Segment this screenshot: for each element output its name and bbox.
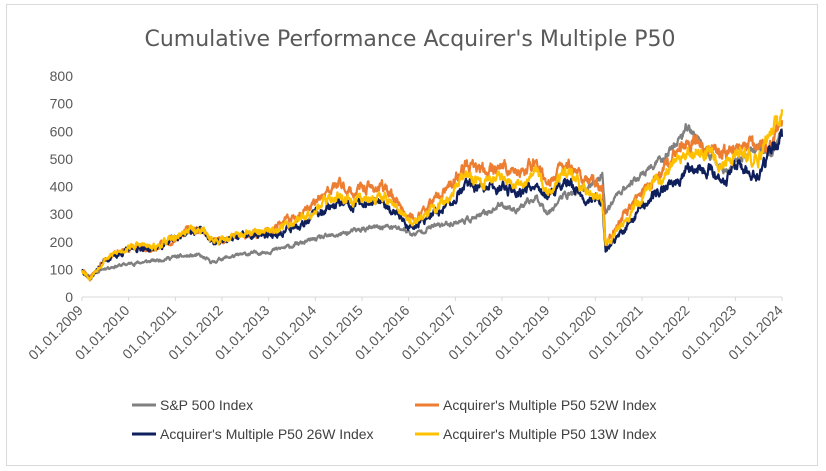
- legend-label: Acquirer's Multiple P50 13W Index: [443, 426, 657, 442]
- series-line-0: [81, 123, 784, 278]
- legend-label: Acquirer's Multiple P50 52W Index: [443, 397, 657, 413]
- y-tick-label: 600: [50, 123, 74, 139]
- y-tick-label: 100: [50, 261, 74, 277]
- y-tick-label: 0: [65, 289, 73, 305]
- legend: S&P 500 Index Acquirer's Multiple P50 52W…: [132, 397, 657, 442]
- legend-label: Acquirer's Multiple P50 26W Index: [160, 426, 374, 442]
- legend-label: S&P 500 Index: [160, 397, 253, 413]
- chart-title: Cumulative Performance Acquirer's Multip…: [144, 27, 675, 52]
- chart-frame: Cumulative Performance Acquirer's Multip…: [6, 4, 818, 466]
- x-axis: 01.01.200901.01.201001.01.201101.01.2012…: [25, 297, 786, 363]
- y-tick-label: 200: [50, 234, 74, 250]
- line-chart: Cumulative Performance Acquirer's Multip…: [25, 27, 786, 442]
- y-tick-label: 700: [50, 96, 74, 112]
- y-tick-label: 400: [50, 179, 74, 195]
- series-line-3: [80, 109, 784, 281]
- y-tick-label: 500: [50, 151, 74, 167]
- y-axis: 0 100 200 300 400 500 600 700 800: [50, 68, 74, 305]
- y-tick-label: 800: [50, 68, 74, 84]
- y-tick-label: 300: [50, 206, 74, 222]
- plot-area: [80, 109, 784, 282]
